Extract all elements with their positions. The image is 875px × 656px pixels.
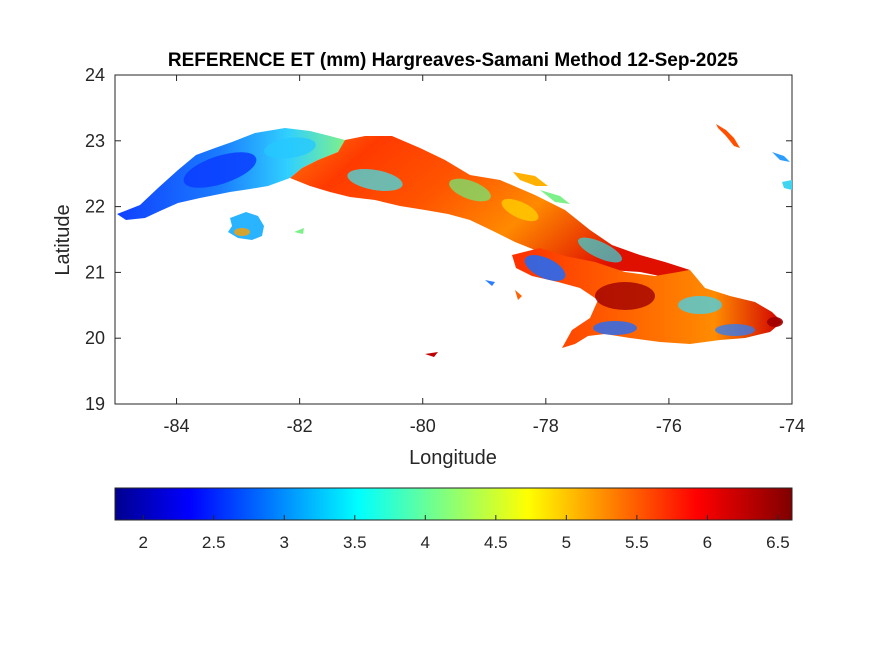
island-ne-1 (716, 124, 740, 148)
colorbar-tick-label: 3.5 (343, 533, 367, 552)
colorbar-ticks: 2 2.5 3 3.5 4 4.5 5 5.5 6 6.5 (138, 515, 790, 552)
x-tick-label: -80 (410, 416, 436, 436)
cay-south-1 (485, 280, 495, 286)
colorbar-tick-label: 3 (280, 533, 289, 552)
y-tick-label: 22 (85, 197, 105, 217)
patch-yellow-central (501, 198, 539, 222)
cay-sw-1 (294, 228, 304, 234)
cuba-island-heatmap (117, 124, 792, 357)
cay-south-2 (515, 290, 522, 300)
patch-green-central (449, 178, 491, 202)
cay-south-3 (425, 352, 438, 357)
plot-area (114, 74, 793, 405)
colorbar-tick-label: 2.5 (202, 533, 226, 552)
x-tick-label: -74 (779, 416, 805, 436)
patch-blue-south-east (593, 321, 637, 335)
x-tick-label: -82 (287, 416, 313, 436)
colorbar-tick-label: 2 (138, 533, 147, 552)
colorbar-tick-label: 6 (703, 533, 712, 552)
isla-juventud-patch (234, 228, 250, 236)
cay-north-2 (540, 190, 570, 204)
patch-cyan-west (264, 137, 316, 159)
x-axis-label: Longitude (409, 447, 497, 469)
patch-darkred-tip (767, 317, 783, 327)
axes: -84 -82 -80 -78 -76 -74 19 20 21 22 23 24 (85, 65, 805, 436)
x-tick-label: -78 (533, 416, 559, 436)
island-ne-3 (782, 180, 792, 190)
y-tick-label: 20 (85, 328, 105, 348)
colorbar-tick-label: 4 (421, 533, 430, 552)
y-tick-label: 23 (85, 131, 105, 151)
x-tick-label: -76 (656, 416, 682, 436)
patch-blue-east-south (715, 324, 755, 336)
colorbar-tick-label: 5 (562, 533, 571, 552)
y-tick-label: 19 (85, 394, 105, 414)
x-tick-label: -84 (164, 416, 190, 436)
patch-blue-camaguey (524, 255, 566, 281)
colorbar-tick-label: 6.5 (766, 533, 790, 552)
cay-north-1 (513, 172, 548, 186)
colorbar-tick-label: 5.5 (625, 533, 649, 552)
patch-cyan-camaguey (577, 237, 623, 263)
patch-cyan-central (347, 169, 403, 191)
y-axis-label: Latitude (52, 204, 74, 275)
patch-darkred-east (595, 282, 655, 310)
colorbar-tick-label: 4.5 (484, 533, 508, 552)
patch-cyan-east (678, 296, 722, 314)
patch-blue-northwest (183, 152, 257, 188)
island-ne-2 (772, 152, 790, 162)
chart-title: REFERENCE ET (mm) Hargreaves-Samani Meth… (168, 50, 739, 71)
y-tick-label: 24 (85, 65, 105, 85)
y-tick-label: 21 (85, 262, 105, 282)
colorbar (114, 487, 793, 521)
